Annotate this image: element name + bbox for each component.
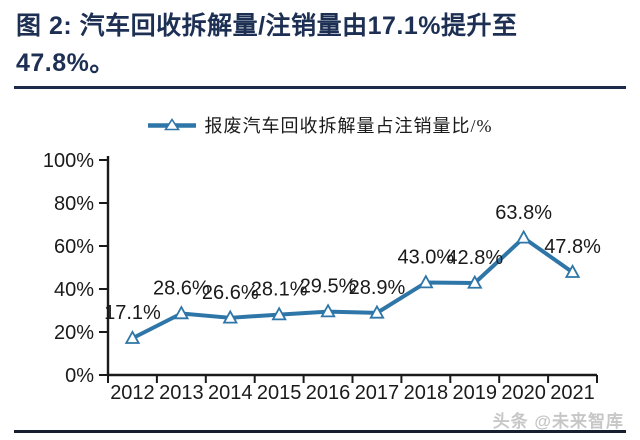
data-point-label: 29.5% [300,276,357,298]
data-point-marker [222,309,238,324]
y-axis-tick-label: 80% [54,193,94,215]
data-point-label: 28.9% [349,277,406,299]
data-point-marker [320,303,336,318]
y-axis-tick-label: 40% [54,279,94,301]
data-point-marker [564,263,581,278]
data-point-label: 63.8% [495,202,552,224]
data-point-label: 26.6% [202,282,259,304]
figure-title-line2: 47.8%。 [16,49,115,77]
data-point-marker [124,329,141,344]
x-axis-tick-label: 2013 [159,382,204,404]
series-line [130,235,575,341]
y-axis-tick-label: 60% [54,236,94,258]
data-point-label: 17.1% [104,302,161,324]
figure-title-line1: 图 2: 汽车回收拆解量/注销量由17.1%提升至 [16,12,518,40]
data-point-label: 28.1% [251,279,308,301]
data-point-marker [271,306,287,321]
y-axis-tick-label: 0% [65,365,94,387]
data-point-marker [418,274,434,289]
x-axis-tick-label: 2021 [550,382,595,404]
x-axis-tick-label: 2020 [501,382,546,404]
x-axis-tick-label: 2019 [453,382,498,404]
data-point-marker [515,229,532,244]
line-chart: 0%20%40%60%80%100%2012 2013 2014 2015 2016 20… [43,150,601,404]
data-point-label: 28.6% [153,278,210,300]
y-axis-tick-label: 100% [43,150,94,172]
legend-line-triangle-marker-icon [147,118,196,131]
x-axis-tick-label: 2015 [257,382,302,404]
title-separator [14,86,626,89]
x-axis-tick-label: 2014 [208,382,253,404]
x-axis-tick-label: 2012 [110,382,155,404]
data-point-label: 43.0% [397,247,454,269]
data-point-marker [173,305,190,320]
data-point-marker [369,304,385,319]
data-point-label: 42.8% [446,247,503,269]
x-axis-tick-label: 2017 [355,382,400,404]
x-axis-tick-label: 2016 [306,382,351,404]
watermark: 头条 @未来智库 [492,412,624,431]
x-axis-tick-label: 2018 [404,382,449,404]
chart-legend: 报废汽车回收拆解量占注销量比/% [0,112,640,138]
bottom-divider [14,430,626,433]
y-axis-tick-label: 20% [54,322,94,344]
legend-label: 报废汽车回收拆解量占注销量比/% [204,116,493,136]
data-point-label: 47.8% [544,236,601,258]
data-point-marker [467,274,483,289]
figure-title: 图 2: 汽车回收拆解量/注销量由17.1%提升至 47.8%。 [16,8,616,82]
